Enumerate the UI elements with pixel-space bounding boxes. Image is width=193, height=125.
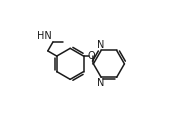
Text: HN: HN: [37, 31, 52, 41]
Text: N: N: [97, 40, 105, 50]
Text: N: N: [97, 78, 105, 88]
Text: O: O: [87, 51, 95, 61]
